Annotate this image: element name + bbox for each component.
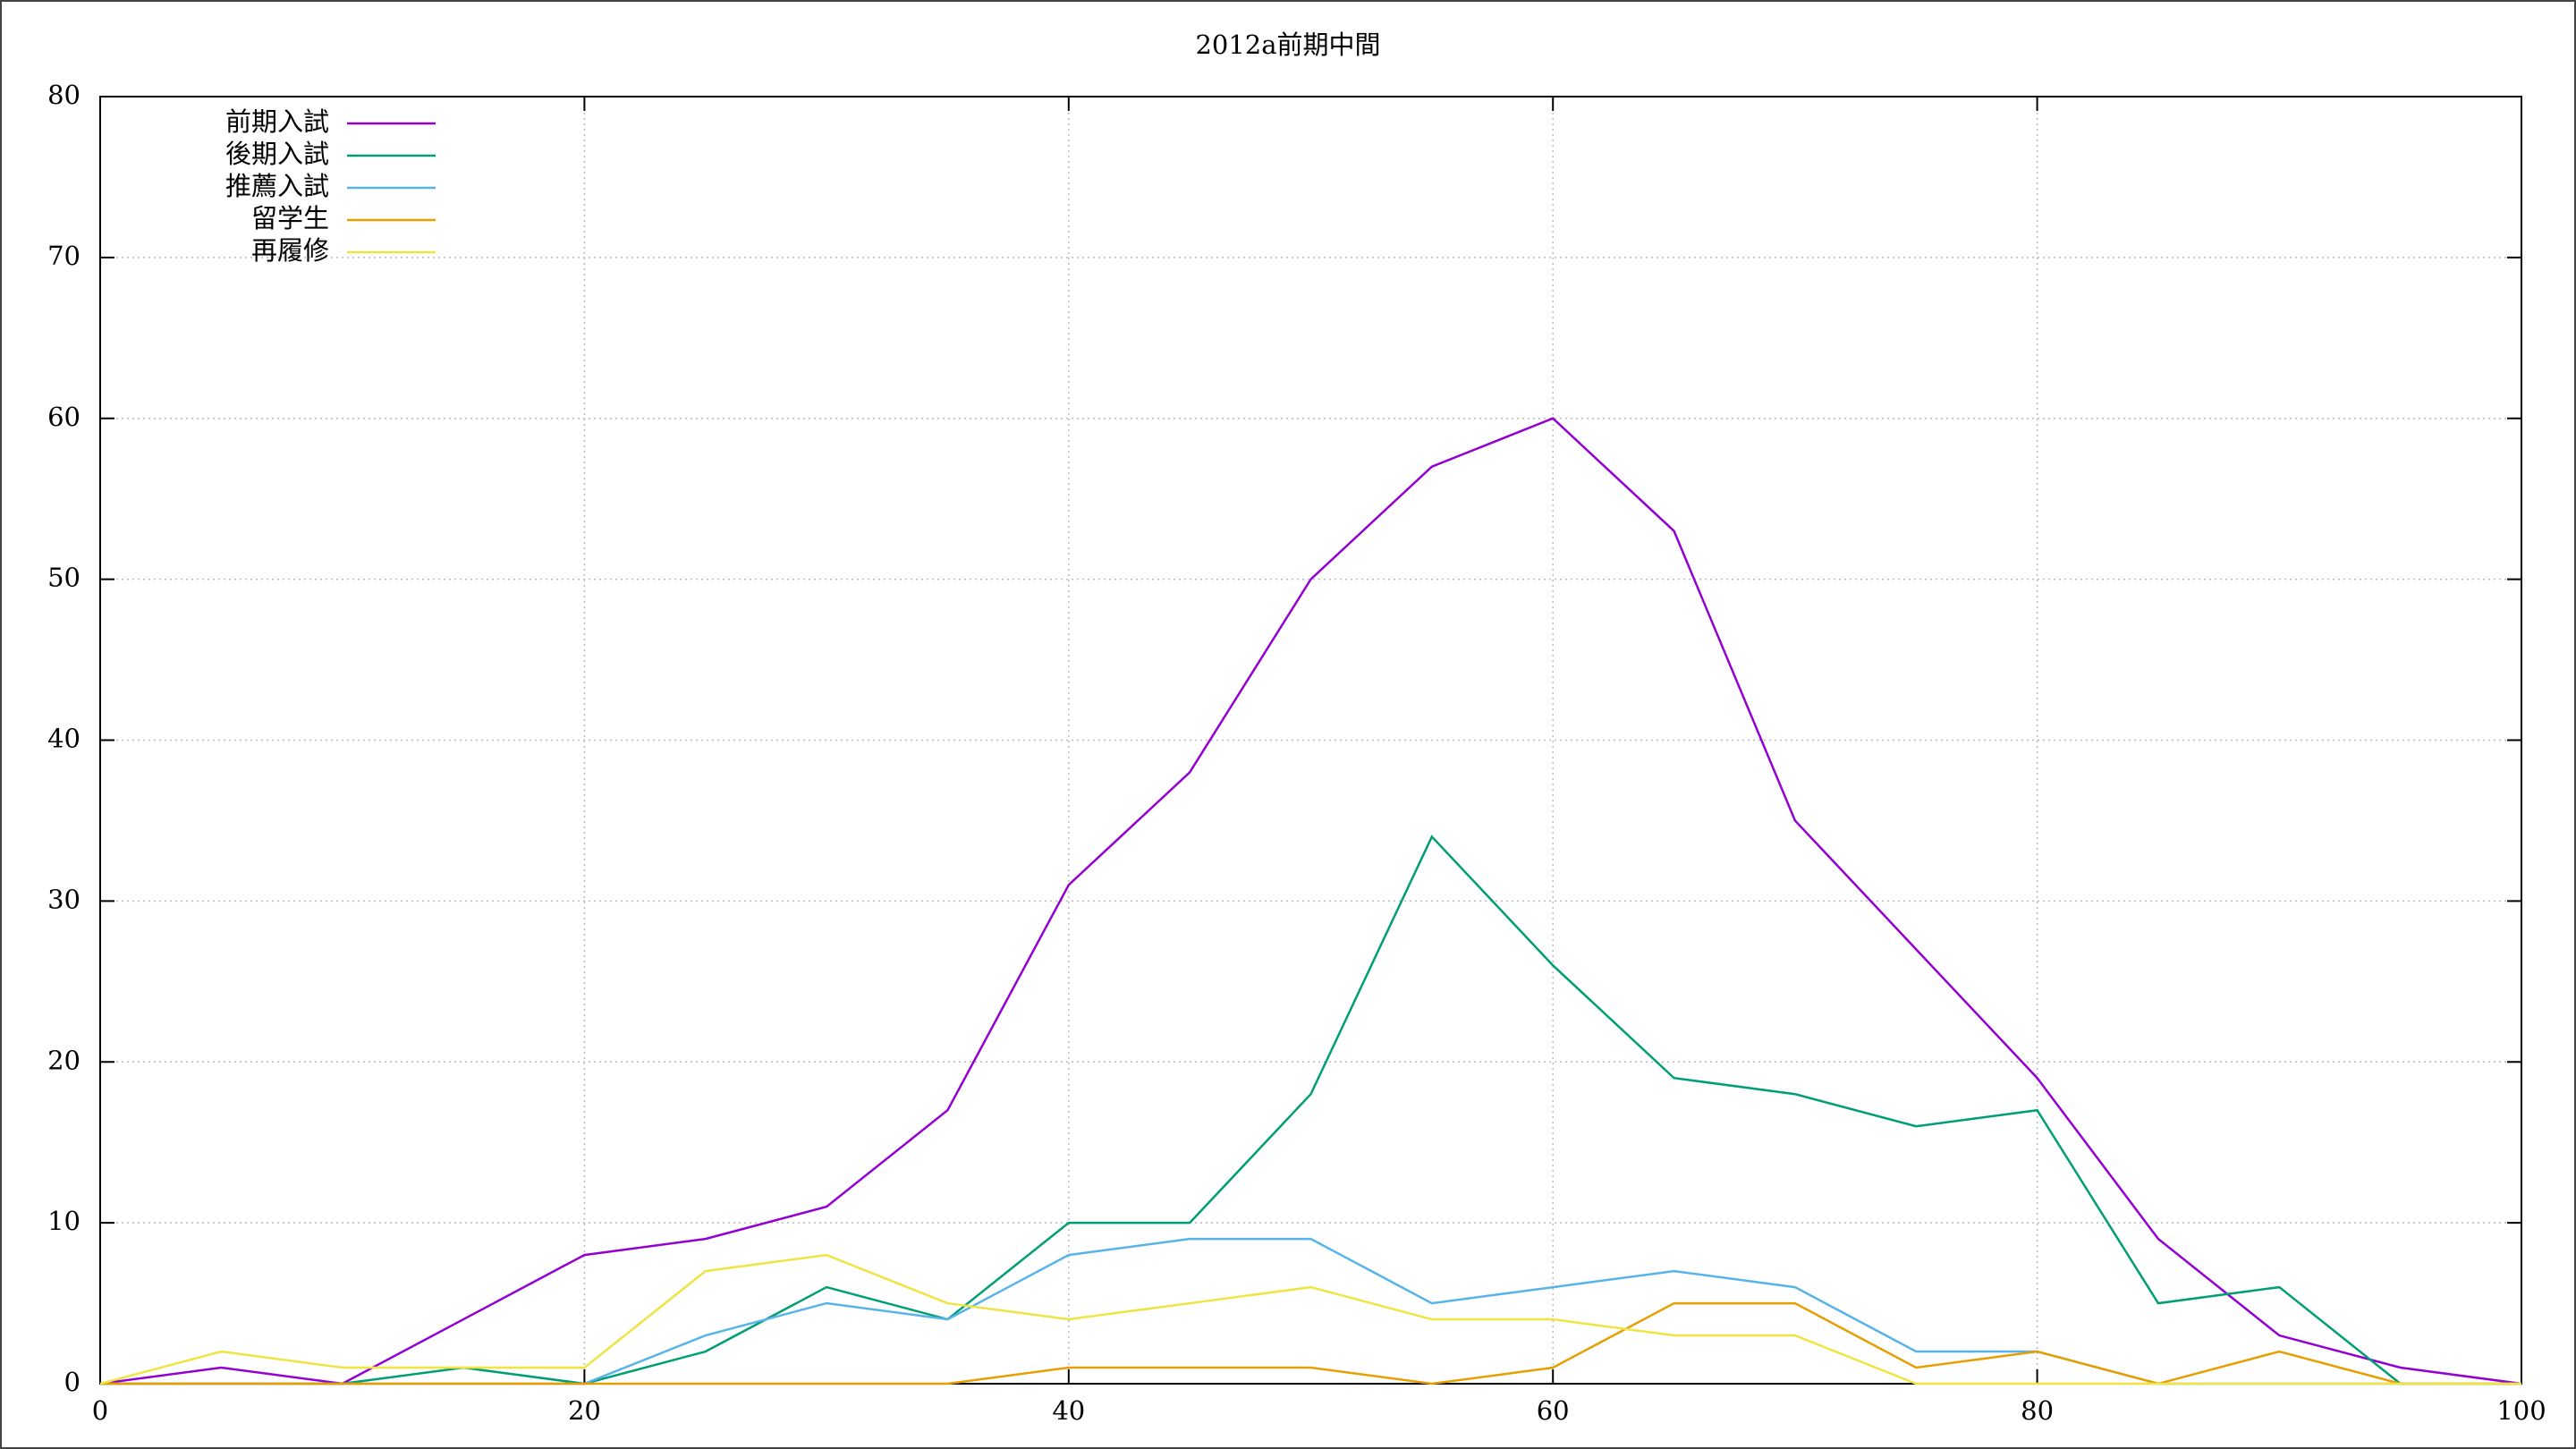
legend-label: 留学生 <box>251 203 329 233</box>
legend-label: 後期入試 <box>225 139 329 169</box>
y-tick-label: 50 <box>47 563 80 593</box>
y-tick-label: 30 <box>47 884 80 914</box>
y-tick-label: 40 <box>47 724 80 754</box>
y-tick-label: 70 <box>47 241 80 271</box>
x-tick-label: 60 <box>1537 1395 1570 1426</box>
x-tick-label: 100 <box>2496 1395 2546 1426</box>
legend-label: 前期入試 <box>225 106 329 137</box>
x-tick-label: 80 <box>2021 1395 2054 1426</box>
y-tick-label: 60 <box>47 402 80 432</box>
legend-label: 推薦入試 <box>225 171 329 201</box>
chart-title: 2012a前期中間 <box>1195 30 1380 60</box>
series-line <box>99 417 2522 1385</box>
series-line <box>100 835 2521 1385</box>
y-tick-label: 10 <box>47 1206 80 1236</box>
y-tick-label: 80 <box>47 80 80 110</box>
legend-label: 再履修 <box>251 235 329 266</box>
x-tick-label: 40 <box>1052 1395 1085 1426</box>
y-tick-label: 0 <box>64 1367 80 1397</box>
series-line <box>99 1253 2521 1385</box>
x-tick-label: 0 <box>92 1395 108 1426</box>
series-line <box>100 1301 2521 1385</box>
y-tick-label: 20 <box>47 1045 80 1075</box>
x-tick-label: 20 <box>568 1395 601 1426</box>
plot-border <box>99 96 2522 1385</box>
